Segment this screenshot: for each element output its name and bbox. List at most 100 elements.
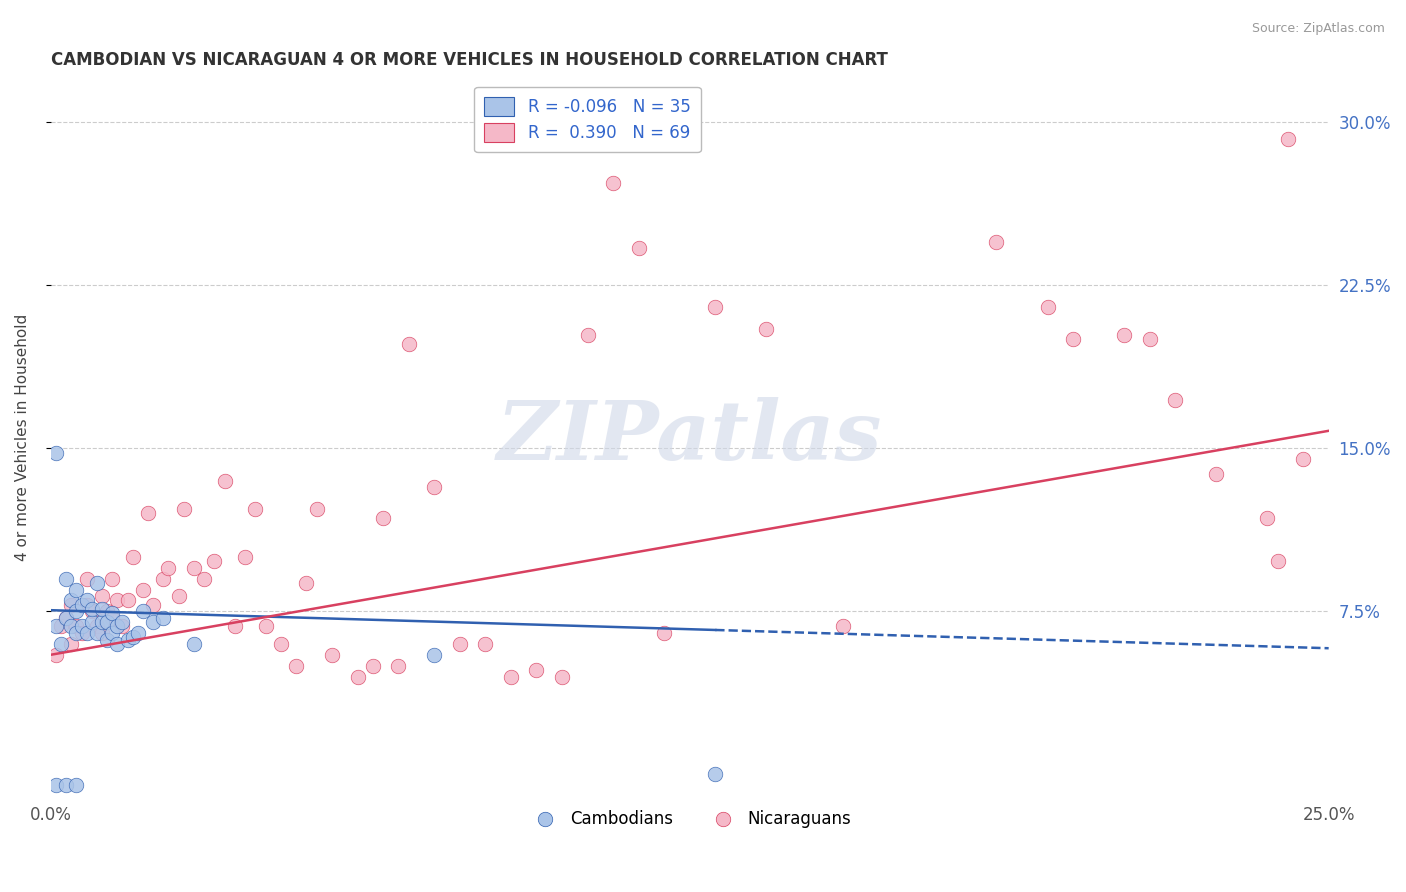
Point bbox=[80, 602, 103, 616]
Point bbox=[55, 572, 77, 586]
Point bbox=[387, 658, 409, 673]
Point bbox=[76, 572, 98, 586]
Point bbox=[117, 593, 139, 607]
Point bbox=[101, 607, 124, 621]
Point bbox=[423, 480, 446, 494]
Point bbox=[704, 767, 727, 781]
Point bbox=[142, 598, 165, 612]
Point bbox=[233, 549, 256, 564]
Point bbox=[526, 663, 548, 677]
Point bbox=[305, 502, 328, 516]
Point bbox=[76, 598, 98, 612]
Point bbox=[152, 611, 174, 625]
Point bbox=[55, 778, 77, 792]
Point bbox=[91, 589, 114, 603]
Point bbox=[398, 336, 420, 351]
Point bbox=[224, 619, 246, 633]
Point bbox=[832, 619, 855, 633]
Point bbox=[576, 328, 599, 343]
Point bbox=[986, 235, 1008, 249]
Point bbox=[70, 598, 93, 612]
Point bbox=[1256, 510, 1278, 524]
Point bbox=[105, 593, 128, 607]
Point bbox=[132, 582, 155, 597]
Point bbox=[49, 637, 72, 651]
Point bbox=[86, 576, 108, 591]
Point bbox=[295, 576, 318, 591]
Point bbox=[96, 604, 118, 618]
Point bbox=[167, 589, 190, 603]
Point bbox=[55, 611, 77, 625]
Point bbox=[136, 507, 159, 521]
Point bbox=[1292, 452, 1315, 467]
Point bbox=[1036, 300, 1059, 314]
Point bbox=[45, 648, 67, 662]
Point bbox=[70, 619, 93, 633]
Point bbox=[76, 626, 98, 640]
Point bbox=[449, 637, 471, 651]
Text: ZIPatlas: ZIPatlas bbox=[496, 397, 883, 477]
Text: Source: ZipAtlas.com: Source: ZipAtlas.com bbox=[1251, 22, 1385, 36]
Point bbox=[346, 669, 368, 683]
Point bbox=[91, 615, 114, 629]
Point bbox=[254, 619, 277, 633]
Legend: Cambodians, Nicaraguans: Cambodians, Nicaraguans bbox=[522, 803, 858, 834]
Point bbox=[202, 554, 225, 568]
Point bbox=[86, 619, 108, 633]
Point bbox=[96, 632, 118, 647]
Point bbox=[105, 637, 128, 651]
Point bbox=[111, 615, 134, 629]
Point bbox=[55, 611, 77, 625]
Point bbox=[152, 572, 174, 586]
Point bbox=[755, 321, 778, 335]
Point bbox=[173, 502, 195, 516]
Point bbox=[704, 300, 727, 314]
Point bbox=[157, 561, 180, 575]
Point bbox=[49, 619, 72, 633]
Point bbox=[45, 778, 67, 792]
Point bbox=[117, 632, 139, 647]
Point bbox=[193, 572, 215, 586]
Y-axis label: 4 or more Vehicles in Household: 4 or more Vehicles in Household bbox=[15, 314, 30, 561]
Point bbox=[121, 549, 143, 564]
Point bbox=[1114, 328, 1136, 343]
Text: CAMBODIAN VS NICARAGUAN 4 OR MORE VEHICLES IN HOUSEHOLD CORRELATION CHART: CAMBODIAN VS NICARAGUAN 4 OR MORE VEHICL… bbox=[51, 51, 887, 69]
Point bbox=[105, 619, 128, 633]
Point bbox=[245, 502, 267, 516]
Point bbox=[101, 572, 124, 586]
Point bbox=[80, 604, 103, 618]
Point bbox=[91, 626, 114, 640]
Point bbox=[60, 593, 83, 607]
Point bbox=[91, 602, 114, 616]
Point bbox=[1267, 554, 1289, 568]
Point bbox=[65, 604, 87, 618]
Point bbox=[70, 626, 93, 640]
Point bbox=[132, 604, 155, 618]
Point bbox=[101, 611, 124, 625]
Point bbox=[321, 648, 343, 662]
Point bbox=[76, 593, 98, 607]
Point bbox=[371, 510, 394, 524]
Point bbox=[1062, 333, 1084, 347]
Point bbox=[285, 658, 308, 673]
Point bbox=[101, 626, 124, 640]
Point bbox=[652, 626, 675, 640]
Point bbox=[86, 626, 108, 640]
Point bbox=[45, 445, 67, 459]
Point bbox=[183, 637, 205, 651]
Point bbox=[60, 619, 83, 633]
Point bbox=[1139, 333, 1161, 347]
Point bbox=[1277, 132, 1299, 146]
Point bbox=[361, 658, 384, 673]
Point bbox=[65, 626, 87, 640]
Point bbox=[65, 582, 87, 597]
Point bbox=[121, 631, 143, 645]
Point bbox=[60, 598, 83, 612]
Point bbox=[80, 615, 103, 629]
Point bbox=[96, 615, 118, 629]
Point bbox=[1205, 467, 1227, 482]
Point bbox=[60, 637, 83, 651]
Point bbox=[270, 637, 292, 651]
Point bbox=[499, 669, 522, 683]
Point bbox=[111, 619, 134, 633]
